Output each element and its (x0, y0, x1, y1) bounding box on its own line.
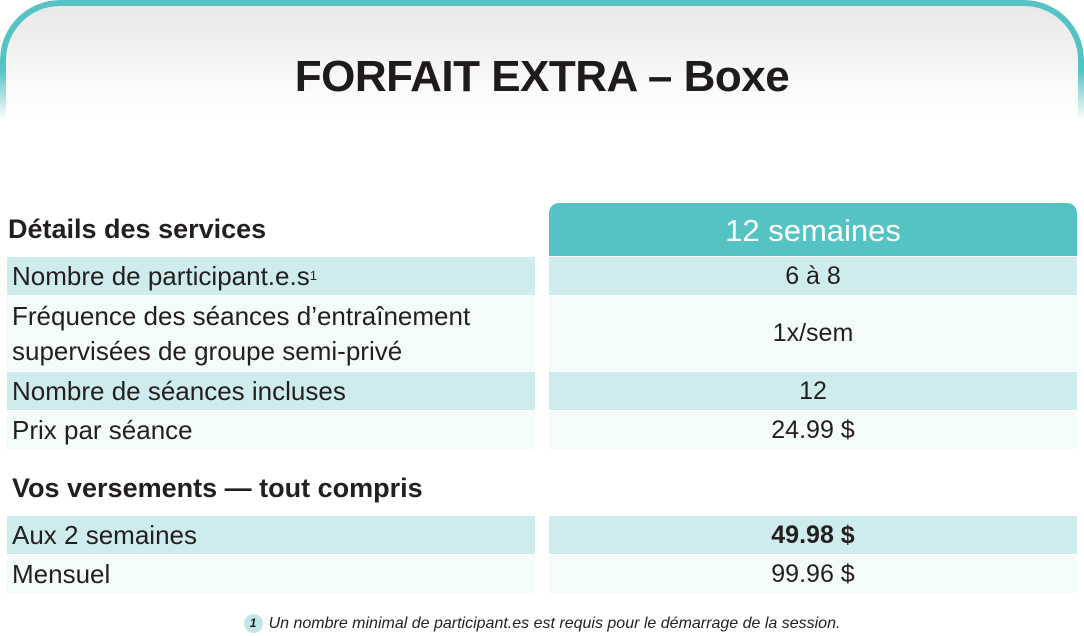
table-row-biweekly: Aux 2 semaines 49.98 $ (7, 516, 1077, 554)
row-label: Nombre de participant.e.s 1 (7, 257, 535, 295)
row-value: 12 (549, 372, 1077, 410)
payments-heading: Vos versements — tout compris (12, 473, 423, 503)
footnote-badge: 1 (243, 614, 263, 633)
page-title: FORFAIT EXTRA – Boxe (294, 52, 790, 101)
footnote: 1 Un nombre minimal de participant.es est… (0, 614, 1084, 633)
table-row-participants: Nombre de participant.e.s 1 6 à 8 (7, 257, 1077, 295)
card-header-frame (0, 0, 1084, 150)
row-value: 24.99 $ (549, 411, 1077, 449)
duration-column-header: 12 semaines (549, 203, 1077, 256)
row-value: 99.96 $ (549, 555, 1077, 593)
row-value: 1x/sem (549, 296, 1077, 371)
row-label: Mensuel (7, 555, 535, 593)
services-heading: Détails des services (8, 214, 267, 244)
table-row-frequency: Fréquence des séances d’entraînement sup… (7, 296, 1077, 371)
footnote-text: Un nombre minimal de participant.es est … (268, 615, 841, 632)
row-value: 49.98 $ (549, 516, 1077, 554)
row-label: Aux 2 semaines (7, 516, 535, 554)
row-label: Fréquence des séances d’entraînement sup… (7, 296, 535, 371)
table-row-sessions: Nombre de séances incluses 12 (7, 372, 1077, 410)
row-label: Nombre de séances incluses (7, 372, 535, 410)
table-row-monthly: Mensuel 99.96 $ (7, 555, 1077, 593)
row-value: 6 à 8 (549, 257, 1077, 295)
row-label: Prix par séance (7, 411, 535, 449)
table-row-price: Prix par séance 24.99 $ (7, 411, 1077, 449)
